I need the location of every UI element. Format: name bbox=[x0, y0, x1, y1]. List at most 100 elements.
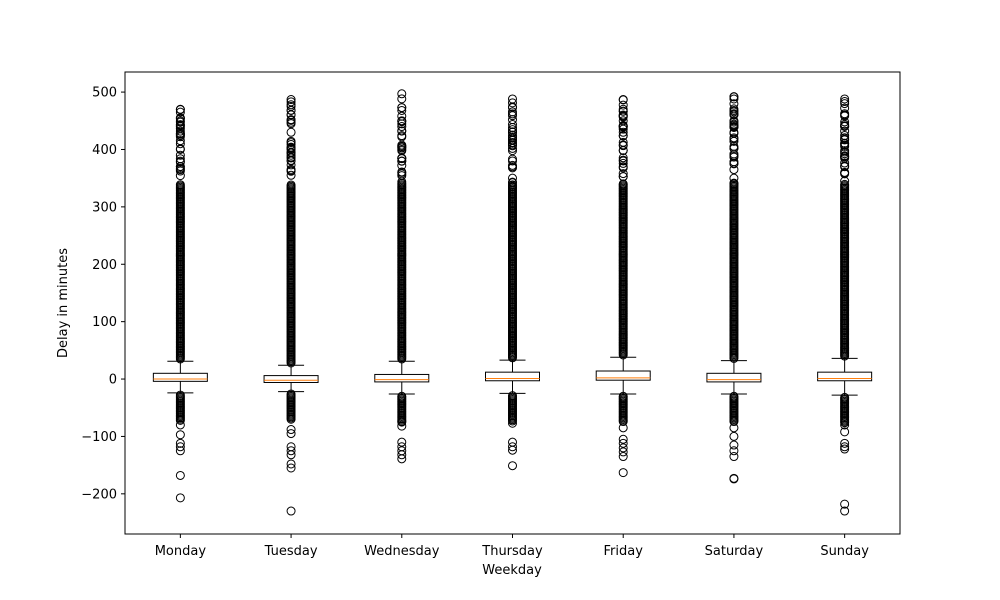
flier-point bbox=[508, 127, 517, 137]
flier-point bbox=[840, 420, 850, 430]
flier-point bbox=[397, 94, 407, 104]
chart-axes: Monday Tuesday Wednesday Thursday Friday Satu… bbox=[81, 71, 901, 559]
flier-point bbox=[397, 167, 407, 177]
flier-point bbox=[508, 437, 517, 447]
chart-marks bbox=[152, 89, 873, 516]
flier-point bbox=[508, 141, 517, 151]
flier-point bbox=[729, 452, 739, 462]
flier-point bbox=[618, 163, 628, 173]
flier-point bbox=[175, 150, 185, 160]
flier-point bbox=[397, 446, 407, 456]
flier-point bbox=[840, 506, 850, 516]
flier-point bbox=[618, 137, 628, 147]
flier-point bbox=[618, 179, 628, 189]
flier-point bbox=[286, 160, 296, 170]
y-tick-label: −100 bbox=[81, 430, 117, 445]
flier-point bbox=[840, 442, 850, 452]
flier-point bbox=[508, 461, 517, 471]
flier-point bbox=[397, 140, 407, 150]
box-iqr bbox=[706, 372, 762, 383]
flier-point bbox=[840, 138, 850, 148]
flier-point bbox=[175, 493, 185, 503]
flier-point bbox=[175, 171, 185, 181]
flier-point bbox=[618, 423, 628, 433]
box-group-monday bbox=[152, 104, 208, 503]
flier-point bbox=[397, 126, 407, 136]
flier-point bbox=[729, 157, 739, 167]
flier-point bbox=[397, 442, 407, 452]
x-tick-label: Tuesday bbox=[264, 544, 318, 559]
flier-point bbox=[840, 135, 850, 145]
flier-point bbox=[175, 116, 185, 126]
flier-point bbox=[729, 417, 739, 427]
flier-point bbox=[840, 111, 850, 121]
flier-point bbox=[618, 95, 628, 105]
flier-point bbox=[840, 109, 850, 119]
flier-point bbox=[175, 120, 185, 130]
flier-point bbox=[508, 125, 517, 135]
flier-point bbox=[729, 473, 739, 483]
flier-point bbox=[729, 99, 739, 109]
box-group-tuesday bbox=[263, 95, 319, 516]
flier-point bbox=[286, 414, 296, 424]
flier-point bbox=[397, 131, 407, 141]
y-tick-label: 500 bbox=[92, 86, 117, 101]
y-tick-label: 300 bbox=[92, 200, 117, 215]
flier-point bbox=[618, 417, 628, 427]
box-group-friday bbox=[595, 95, 651, 478]
box-iqr bbox=[595, 370, 651, 381]
flier-point bbox=[618, 153, 628, 163]
flier-point bbox=[286, 142, 296, 152]
box-group-saturday bbox=[706, 92, 762, 484]
flier-point bbox=[840, 418, 850, 428]
flier-point bbox=[618, 452, 628, 462]
flier-point bbox=[508, 102, 517, 112]
flier-point bbox=[618, 111, 628, 121]
plot-frame bbox=[124, 71, 901, 535]
flier-point bbox=[397, 156, 407, 166]
flier-point bbox=[175, 144, 185, 154]
flier-point bbox=[840, 94, 850, 104]
flier-point bbox=[175, 438, 185, 448]
x-axis-title: Weekday bbox=[482, 563, 542, 578]
flier-point bbox=[286, 170, 296, 180]
flier-point bbox=[397, 103, 407, 113]
flier-point bbox=[508, 173, 517, 183]
flier-point bbox=[175, 180, 185, 190]
box-group-thursday bbox=[485, 94, 540, 471]
y-tick-label: 200 bbox=[92, 258, 117, 273]
flier-point bbox=[397, 119, 407, 129]
flier-point bbox=[729, 173, 739, 183]
box-iqr bbox=[263, 375, 319, 383]
flier-point bbox=[508, 442, 517, 452]
flier-point bbox=[286, 506, 296, 516]
flier-point bbox=[729, 440, 739, 450]
box-iqr bbox=[817, 371, 873, 382]
flier-point bbox=[397, 89, 407, 99]
flier-point bbox=[840, 147, 850, 157]
flier-point bbox=[397, 437, 407, 447]
flier-point bbox=[397, 178, 407, 188]
flier-point bbox=[175, 139, 185, 149]
flier-point bbox=[286, 136, 296, 146]
flier-point bbox=[175, 107, 185, 117]
box-iqr bbox=[485, 371, 540, 382]
y-axis-title: Delay in minutes bbox=[56, 248, 71, 358]
flier-point bbox=[840, 444, 850, 454]
x-tick-label: Thursday bbox=[481, 544, 543, 559]
flier-point bbox=[397, 154, 407, 164]
flier-point bbox=[286, 429, 296, 439]
flier-point bbox=[286, 115, 296, 125]
box-group-sunday bbox=[817, 94, 873, 516]
flier-point bbox=[729, 136, 739, 146]
flier-point bbox=[397, 122, 407, 132]
flier-point bbox=[618, 141, 628, 151]
flier-point bbox=[508, 137, 517, 147]
flier-point bbox=[618, 172, 628, 182]
flier-point bbox=[618, 100, 628, 110]
flier-point bbox=[729, 446, 739, 456]
flier-point bbox=[840, 97, 850, 107]
flier-point bbox=[286, 180, 296, 190]
